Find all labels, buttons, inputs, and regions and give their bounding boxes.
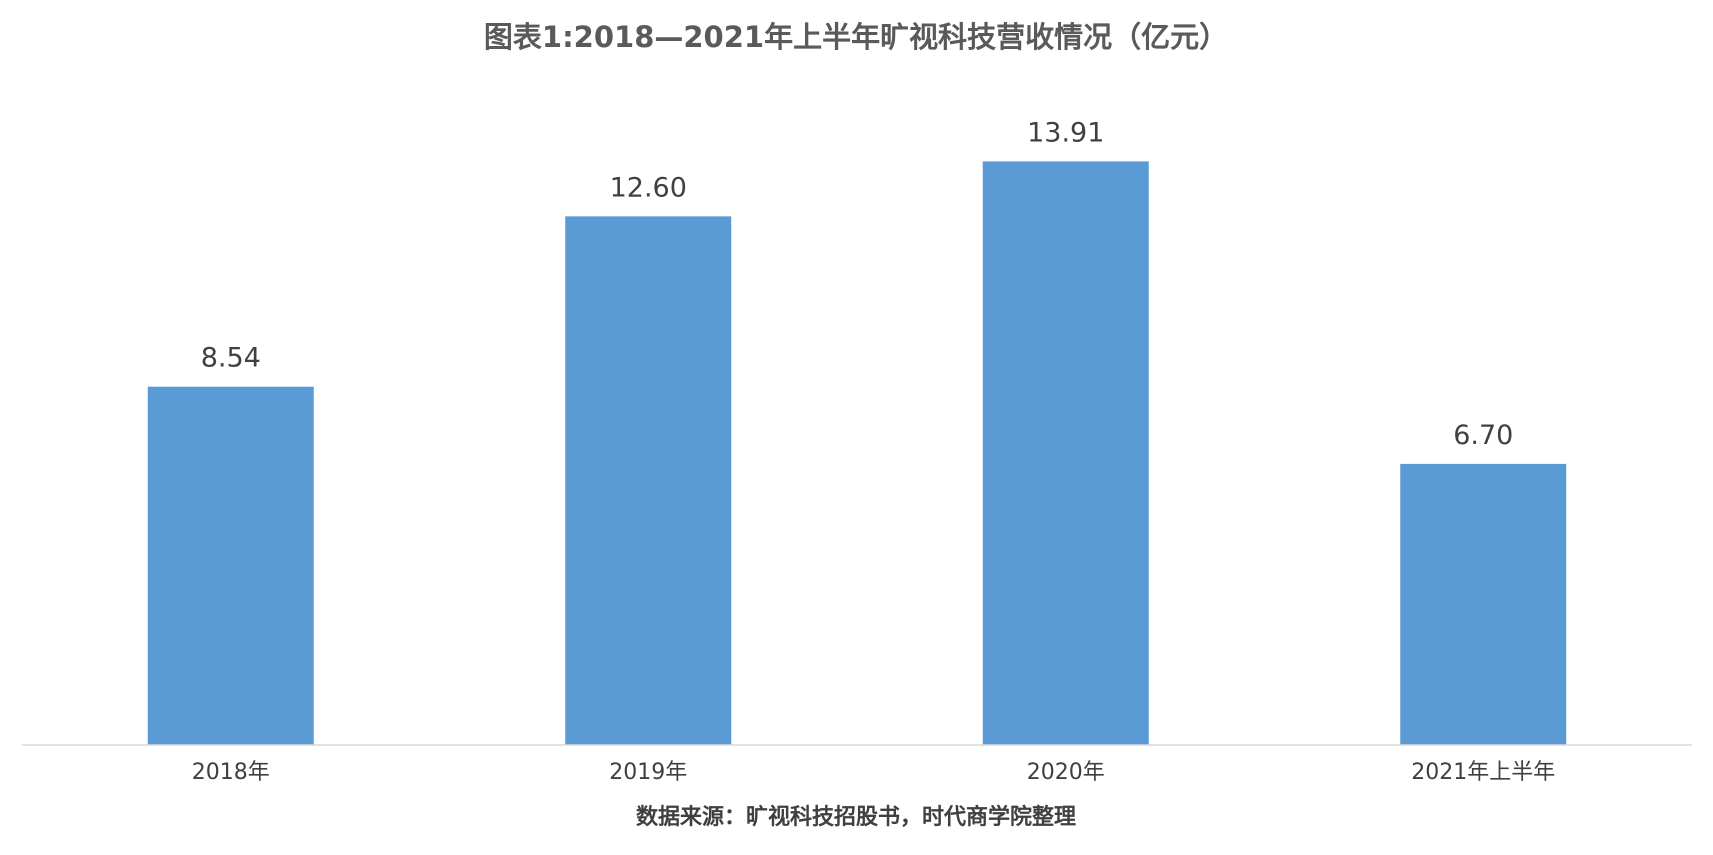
x-tick-label-2: 2020年	[1027, 760, 1105, 785]
chart-title: 图表1:2018—2021年上半年旷视科技营收情况（亿元）	[484, 20, 1228, 54]
data-label-2: 13.91	[1027, 117, 1104, 148]
data-label-0: 8.54	[201, 343, 261, 374]
data-label-1: 12.60	[610, 172, 687, 203]
data-labels-group: 8.54 12.60 13.91 6.70	[201, 117, 1514, 451]
x-tick-label-3: 2021年上半年	[1411, 760, 1555, 785]
x-tick-label-0: 2018年	[192, 760, 270, 785]
bar-3	[1400, 463, 1567, 745]
data-label-3: 6.70	[1453, 420, 1513, 451]
bar-0	[147, 386, 314, 745]
bars-group	[147, 161, 1567, 746]
bar-1	[565, 216, 732, 746]
x-tick-label-1: 2019年	[609, 760, 687, 785]
x-tick-labels-group: 2018年 2019年 2020年 2021年上半年	[192, 760, 1556, 785]
bar-2	[982, 161, 1149, 746]
source-note: 数据来源：旷视科技招股书，时代商学院整理	[636, 804, 1076, 830]
